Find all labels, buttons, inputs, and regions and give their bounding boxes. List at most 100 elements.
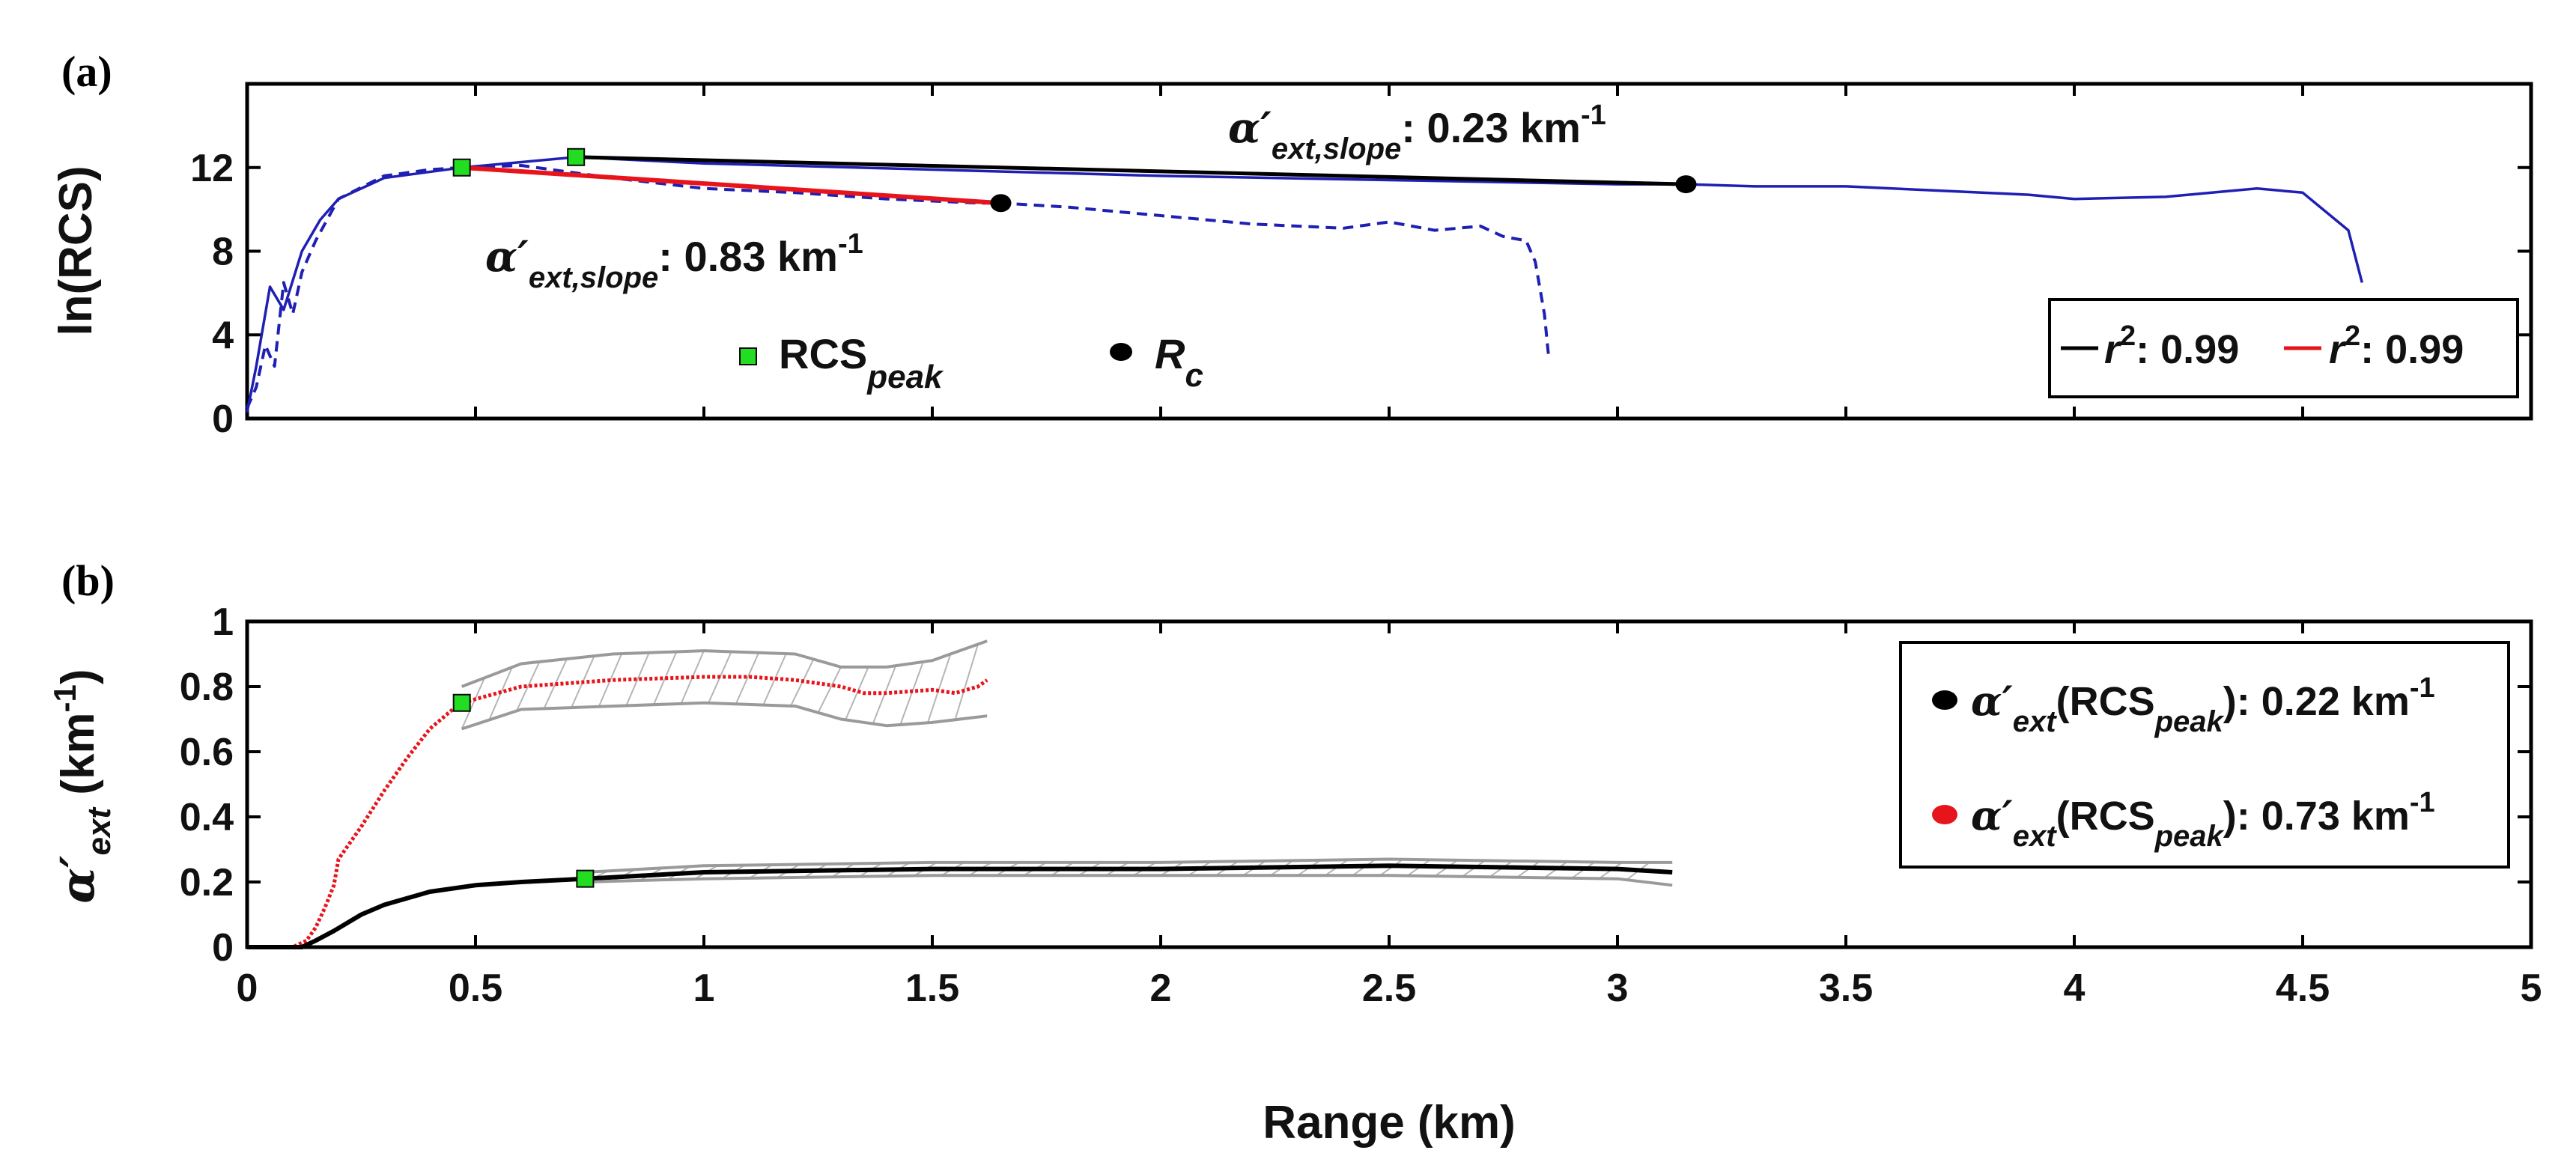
legend-a-black-prefix: r: [2104, 327, 2122, 372]
series-linear-fit-0-23-km-1-: [576, 155, 1686, 186]
panel-a-x-ticks: [246, 84, 2533, 419]
hatch-line: [845, 666, 869, 720]
x-tick-label: 1: [693, 967, 715, 1010]
panel-b-x-ticks: 0 0.5 1 1.5 2 2.5 3 3.5 4 4.5 5: [237, 621, 2542, 1010]
slope-black-sub: ext,slope: [1272, 133, 1401, 165]
legend-b-entry-red: α′ext(RCSpeak): 0.73 km-1: [1971, 787, 2435, 853]
hatch-line: [817, 666, 842, 714]
legend-b-black-symbol: α′: [1971, 677, 2013, 725]
panel-a-label: (a): [61, 47, 112, 96]
hatch-line: [515, 661, 541, 711]
marker-rcs-peak: [452, 158, 471, 177]
annotation-slope-red: α′ext,slope: 0.83 km-1: [485, 228, 863, 294]
marker-legend-rc-swatch: [1110, 343, 1132, 361]
legend-b-black-text: ): 0.22 km: [2223, 679, 2410, 724]
x-tick-label: 0: [237, 967, 258, 1010]
legend-b-black-sup: -1: [2410, 672, 2435, 704]
panel-b-ylabel-symbol: α′: [50, 856, 105, 904]
y-tick-label: 12: [190, 147, 234, 190]
panel-a-legend-box: [2048, 298, 2519, 398]
marker-legend-peak-main: RCS: [779, 330, 867, 377]
panel-a-series: [246, 155, 2363, 413]
x-tick-label: 5: [2521, 967, 2542, 1010]
legend-a-black-sup: 2: [2120, 320, 2136, 352]
marker-legend-peak-swatch: [739, 347, 757, 365]
legend-a-entry-red: r2: 0.99: [2329, 320, 2464, 372]
legend-a-red-prefix: r: [2329, 327, 2347, 372]
series-ln-rcs-solid-profile: [246, 156, 2363, 413]
series--ext-black-lower: [585, 874, 1673, 887]
slope-red-text: : 0.83 km: [658, 233, 838, 280]
marker-r-c: [1675, 175, 1697, 194]
y-tick-label: 0: [212, 398, 234, 441]
x-tick-label: 4.5: [2276, 967, 2330, 1010]
legend-a-entry-black: r2: 0.99: [2104, 320, 2239, 372]
series-linear-fit-0-83-km-1-: [461, 165, 1001, 206]
x-tick-label: 3: [1607, 967, 1629, 1010]
panel-b-ylabel-end: ): [52, 669, 104, 684]
hatch-line: [954, 644, 979, 720]
y-tick-label: 0.8: [180, 666, 234, 709]
legend-b-red-sub2: peak: [2154, 820, 2225, 853]
slope-black-text: : 0.23 km: [1401, 104, 1581, 151]
hatch-line: [652, 651, 678, 705]
marker-legend-peak: RCSpeak: [779, 330, 944, 395]
slope-red-sup: -1: [838, 228, 863, 260]
series--ext-black-mean-: [247, 863, 1673, 949]
panel-b-series: [247, 639, 1673, 949]
legend-b-red-symbol: α′: [1971, 791, 2013, 839]
panel-b-ylabel: α′ext (km-1): [47, 669, 118, 903]
x-tick-label: 4: [2064, 967, 2086, 1010]
panel-b-y-ticks: 0 0.2 0.4 0.6 0.8 1: [180, 600, 2531, 970]
y-tick-label: 1: [212, 600, 234, 644]
marker-legend-rc-sub: c: [1185, 357, 1203, 394]
y-tick-label: 0.4: [180, 796, 234, 839]
panel-b-ylabel-sub: ext: [81, 806, 118, 856]
marker-rcs-peak: [567, 147, 586, 166]
marker-r-c: [990, 194, 1012, 213]
hatch-line: [899, 661, 924, 726]
legend-b-black-sub: ext: [2013, 705, 2057, 738]
hatch-line: [926, 654, 952, 723]
legend-b-red-mid: (RCS: [2056, 794, 2155, 839]
legend-b-dot-black: [1932, 690, 1957, 710]
legend-b-red-text: ): 0.73 km: [2223, 794, 2410, 839]
hatch-line: [762, 653, 787, 705]
slope-black-symbol: α′: [1228, 103, 1272, 153]
hatch-line: [461, 677, 486, 729]
legend-a-black-text: : 0.99: [2136, 327, 2239, 372]
panel-a-y-ticks: 0 4 8 12: [190, 147, 2531, 441]
hatch-line: [625, 652, 650, 706]
x-tick-label: 2: [1150, 967, 1172, 1010]
slope-red-symbol: α′: [485, 232, 529, 282]
legend-b-dot-red: [1932, 805, 1957, 824]
hatch-line: [735, 652, 760, 705]
x-tick-label: 0.5: [449, 967, 502, 1010]
panel-b-legend: α′ext(RCSpeak): 0.22 km-1 α′ext(RCSpeak)…: [1899, 641, 2510, 869]
panel-b-label: (b): [61, 556, 115, 605]
legend-b-entry-black: α′ext(RCSpeak): 0.22 km-1: [1971, 672, 2435, 738]
marker-legend-peak-sub: peak: [866, 359, 944, 395]
legend-a-red-text: : 0.99: [2360, 327, 2464, 372]
y-tick-label: 4: [212, 314, 234, 357]
legend-b-black-sub2: peak: [2154, 705, 2225, 738]
panel-a-markers: [452, 147, 1697, 213]
panel-a-legend: r2: 0.99 r2: 0.99: [2048, 298, 2519, 398]
marker-legend-rc: Rc: [1155, 330, 1203, 394]
series--ext-red-mean-: [247, 675, 988, 949]
panel-b-xlabel: Range (km): [1263, 1097, 1516, 1149]
slope-black-sup: -1: [1581, 100, 1606, 131]
panel-b-ylabel-text: (km: [52, 712, 104, 807]
panel-b-legend-box: [1899, 641, 2510, 869]
legend-b-red-sub: ext: [2013, 820, 2057, 853]
annotation-slope-black: α′ext,slope: 0.23 km-1: [1228, 100, 1606, 165]
y-tick-label: 0.2: [180, 861, 234, 904]
marker-rcs-peak: [576, 869, 595, 888]
legend-b-black-mid: (RCS: [2056, 679, 2155, 724]
slope-red-sub: ext,slope: [529, 261, 658, 294]
series-ln-rcs-dashed-profile: [246, 164, 1551, 409]
panel-b-markers: [452, 693, 595, 888]
series--ext-red-upper: [461, 639, 988, 688]
x-tick-label: 2.5: [1362, 967, 1416, 1010]
